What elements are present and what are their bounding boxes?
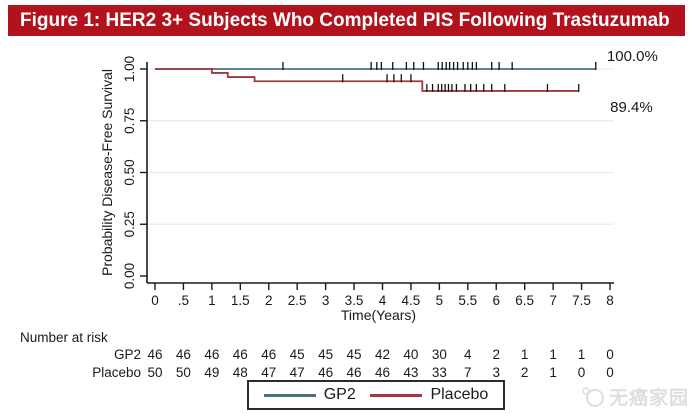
risk-count: 49	[204, 365, 219, 380]
x-tick-label: 2	[265, 293, 273, 308]
x-tick-label: 0	[151, 293, 159, 308]
risk-count: 33	[432, 365, 447, 380]
x-tick-label: 2.5	[288, 293, 307, 308]
km-curve-placebo	[155, 68, 579, 92]
end-label-placebo: 89.4%	[610, 99, 653, 116]
x-tick-label: 5	[436, 293, 444, 308]
x-tick-label: 7	[549, 293, 557, 308]
risk-count: 2	[521, 365, 529, 380]
placebo-line-icon	[370, 393, 423, 397]
risk-count: 1	[521, 347, 529, 362]
risk-count: 2	[492, 347, 500, 362]
risk-count: 46	[176, 347, 191, 362]
risk-count: 3	[492, 365, 500, 380]
legend-item-gp2: GP2	[263, 386, 356, 404]
y-tick-label: 0.00	[122, 263, 137, 289]
risk-count: 46	[347, 365, 362, 380]
risk-count: 1	[549, 347, 557, 362]
risk-count: 30	[432, 347, 447, 362]
y-tick-label: 1.00	[122, 56, 137, 82]
x-tick-label: .5	[178, 293, 189, 308]
legend-label-gp2: GP2	[323, 386, 356, 403]
risk-count: 48	[233, 365, 248, 380]
risk-count: 4	[464, 347, 472, 362]
risk-count: 46	[147, 347, 162, 362]
risk-count: 50	[147, 365, 162, 380]
watermark: 无癌家园	[579, 383, 689, 410]
legend-item-placebo: Placebo	[370, 386, 488, 404]
risk-count: 42	[375, 347, 390, 362]
x-tick-label: 3.5	[345, 293, 364, 308]
gp2-line-icon	[263, 393, 316, 397]
x-tick-label: 8	[606, 293, 614, 308]
risk-count: 46	[375, 365, 390, 380]
x-tick-label: 6	[492, 293, 500, 308]
y-axis-title: Probability Disease-Free Survival	[99, 69, 115, 276]
risk-count: 40	[403, 347, 418, 362]
x-tick-label: 1	[208, 293, 216, 308]
risk-count: 45	[318, 347, 333, 362]
risk-count: 1	[549, 365, 557, 380]
risk-count: 0	[578, 365, 586, 380]
risk-count: 50	[176, 365, 191, 380]
x-tick-label: 1.5	[231, 293, 250, 308]
figure-title: Figure 1: HER2 3+ Subjects Who Completed…	[20, 10, 670, 31]
risk-count: 47	[261, 365, 276, 380]
risk-count: 1	[578, 347, 586, 362]
x-tick-label: 4.5	[402, 293, 421, 308]
risk-table-title: Number at risk	[20, 330, 108, 345]
y-tick-label: 0.75	[122, 108, 137, 134]
x-tick-label: 5.5	[458, 293, 477, 308]
x-axis-title: Time(Years)	[341, 307, 416, 323]
x-tick-label: 7.5	[572, 293, 591, 308]
x-tick-label: 3	[322, 293, 330, 308]
y-tick-label: 0.25	[122, 211, 137, 237]
legend-label-placebo: Placebo	[430, 386, 489, 403]
risk-count: 0	[606, 365, 614, 380]
risk-row-label-gp2: GP2	[114, 347, 141, 362]
x-tick-label: 4	[379, 293, 387, 308]
risk-row-label-placebo: Placebo	[92, 365, 141, 380]
watermark-text: 无癌家园	[608, 388, 689, 409]
watermark-logo-icon	[582, 386, 604, 407]
risk-count: 46	[204, 347, 219, 362]
risk-count: 46	[233, 347, 248, 362]
x-tick-label: 6.5	[515, 293, 534, 308]
y-tick-label: 0.50	[122, 159, 137, 185]
chart-legend: GP2 Placebo	[247, 380, 505, 410]
end-label-gp2: 100.0%	[607, 48, 658, 65]
risk-count: 46	[318, 365, 333, 380]
figure-title-banner: Figure 1: HER2 3+ Subjects Who Completed…	[8, 5, 685, 36]
risk-count: 47	[290, 365, 305, 380]
risk-count: 0	[606, 347, 614, 362]
risk-count: 7	[464, 365, 472, 380]
risk-count: 43	[403, 365, 418, 380]
risk-count: 45	[290, 347, 305, 362]
risk-count: 46	[261, 347, 276, 362]
risk-count: 45	[347, 347, 362, 362]
